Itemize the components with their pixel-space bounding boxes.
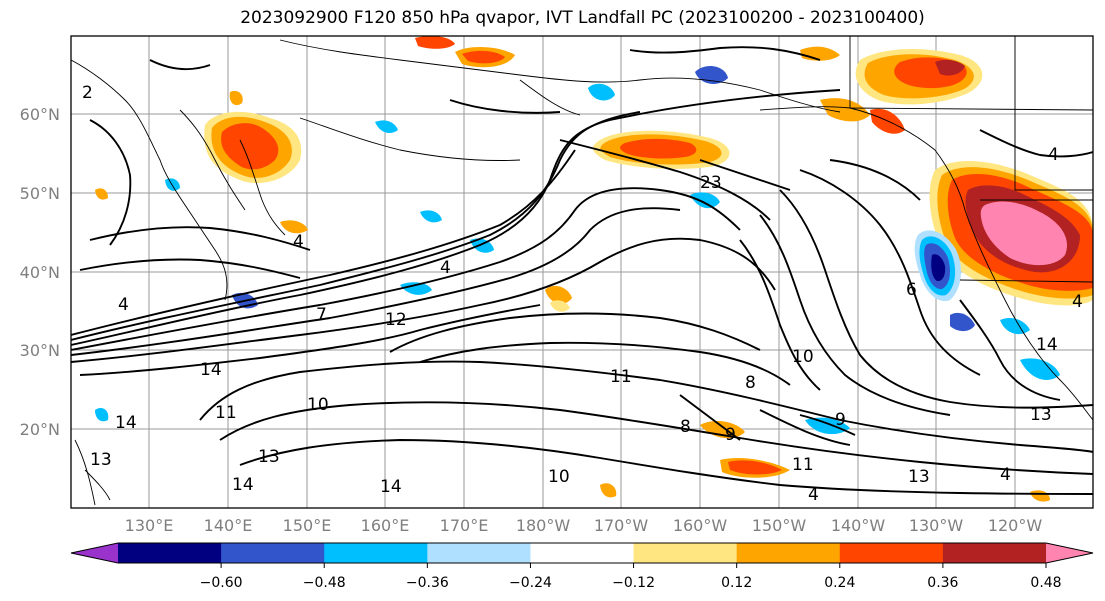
- svg-text:10: 10: [307, 395, 329, 415]
- map-frame: [70, 35, 1094, 509]
- svg-text:140°W: 140°W: [831, 516, 886, 535]
- colorbar-extend-low: [71, 543, 118, 563]
- svg-text:4: 4: [1072, 292, 1083, 312]
- svg-text:14: 14: [232, 475, 254, 495]
- svg-text:13: 13: [90, 450, 112, 470]
- colorbar-tick-label: 0.36: [927, 575, 958, 591]
- svg-text:10: 10: [792, 347, 814, 367]
- svg-text:8: 8: [680, 417, 691, 437]
- svg-text:14: 14: [380, 477, 402, 497]
- svg-text:60°N: 60°N: [20, 105, 60, 124]
- svg-text:7: 7: [316, 305, 327, 325]
- map-title: 2023092900 F120 850 hPa qvapor, IVT Land…: [240, 8, 925, 28]
- svg-text:6: 6: [906, 280, 917, 300]
- svg-text:120°W: 120°W: [988, 516, 1043, 535]
- ivt-contours: [71, 46, 1093, 495]
- svg-text:13: 13: [258, 447, 280, 467]
- svg-text:160°W: 160°W: [673, 516, 728, 535]
- svg-text:20°N: 20°N: [20, 420, 60, 439]
- svg-text:11: 11: [792, 455, 814, 475]
- coastlines: [71, 36, 1093, 506]
- svg-text:4: 4: [1000, 465, 1011, 485]
- svg-text:30°N: 30°N: [20, 341, 60, 360]
- svg-text:40°N: 40°N: [20, 263, 60, 282]
- svg-text:4: 4: [1048, 145, 1059, 165]
- colorbar-segment: [530, 543, 635, 563]
- svg-text:130°W: 130°W: [909, 516, 964, 535]
- longitude-labels: 130°E 140°E 150°E 160°E 170°E 180°W 170°…: [125, 516, 1043, 535]
- colorbar-tick-label: −0.48: [303, 575, 346, 591]
- colorbar-segment: [839, 543, 944, 563]
- svg-text:10: 10: [548, 467, 570, 487]
- colorbar-segment: [942, 543, 1047, 563]
- svg-text:160°E: 160°E: [361, 516, 410, 535]
- svg-text:2: 2: [82, 83, 93, 103]
- svg-text:130°E: 130°E: [125, 516, 174, 535]
- svg-text:12: 12: [385, 310, 407, 330]
- colorbar-tick-label: 0.48: [1030, 575, 1061, 591]
- svg-text:170°W: 170°W: [594, 516, 649, 535]
- svg-text:9: 9: [835, 410, 846, 430]
- colorbar-tick-label: −0.24: [509, 575, 552, 591]
- svg-text:180°W: 180°W: [516, 516, 571, 535]
- map-area: 23 4 4 4 4 4 4 2 6 7 12 14 14 14 13 13 1…: [71, 36, 1093, 508]
- colorbar-tick-label: 0.24: [824, 575, 855, 591]
- colorbar-segment: [324, 543, 428, 563]
- svg-text:11: 11: [610, 367, 632, 387]
- colorbar-tick-label: −0.60: [200, 575, 243, 591]
- graticule: [71, 36, 1093, 508]
- svg-text:9: 9: [725, 425, 736, 445]
- svg-text:4: 4: [293, 232, 304, 252]
- svg-text:14: 14: [115, 413, 137, 433]
- colorbar-extend-high: [1046, 543, 1093, 563]
- svg-text:13: 13: [1030, 405, 1052, 425]
- colorbar-tick-label: 0.12: [721, 575, 752, 591]
- svg-text:170°E: 170°E: [440, 516, 489, 535]
- svg-text:4: 4: [118, 295, 129, 315]
- colorbar-segment: [736, 543, 841, 563]
- svg-text:4: 4: [440, 258, 451, 278]
- svg-text:23: 23: [700, 173, 722, 193]
- latitude-labels: 60°N 50°N 40°N 30°N 20°N: [20, 105, 60, 439]
- svg-text:13: 13: [908, 467, 930, 487]
- colorbar-outline: [70, 542, 1094, 564]
- svg-text:4: 4: [808, 485, 819, 505]
- contour-labels: 23 4 4 4 4 4 4 2 6 7 12 14 14 14 13 13 1…: [82, 83, 1083, 505]
- svg-text:50°N: 50°N: [20, 184, 60, 203]
- colorbar-segment: [118, 543, 222, 563]
- colorbar: −0.60 −0.48 −0.36 −0.24 −0.12 0.12 0.24 0.36 0.4…: [70, 542, 1094, 591]
- svg-text:150°E: 150°E: [283, 516, 332, 535]
- colorbar-segment: [633, 543, 738, 563]
- colorbar-tick-label: −0.12: [612, 575, 655, 591]
- svg-text:140°E: 140°E: [204, 516, 253, 535]
- svg-text:14: 14: [200, 360, 222, 380]
- svg-text:14: 14: [1036, 335, 1058, 355]
- colorbar-segment: [427, 543, 531, 563]
- svg-text:8: 8: [745, 373, 756, 393]
- svg-text:11: 11: [215, 403, 237, 423]
- colorbar-tick-label: −0.36: [406, 575, 449, 591]
- svg-text:150°W: 150°W: [752, 516, 807, 535]
- colorbar-segment: [221, 543, 325, 563]
